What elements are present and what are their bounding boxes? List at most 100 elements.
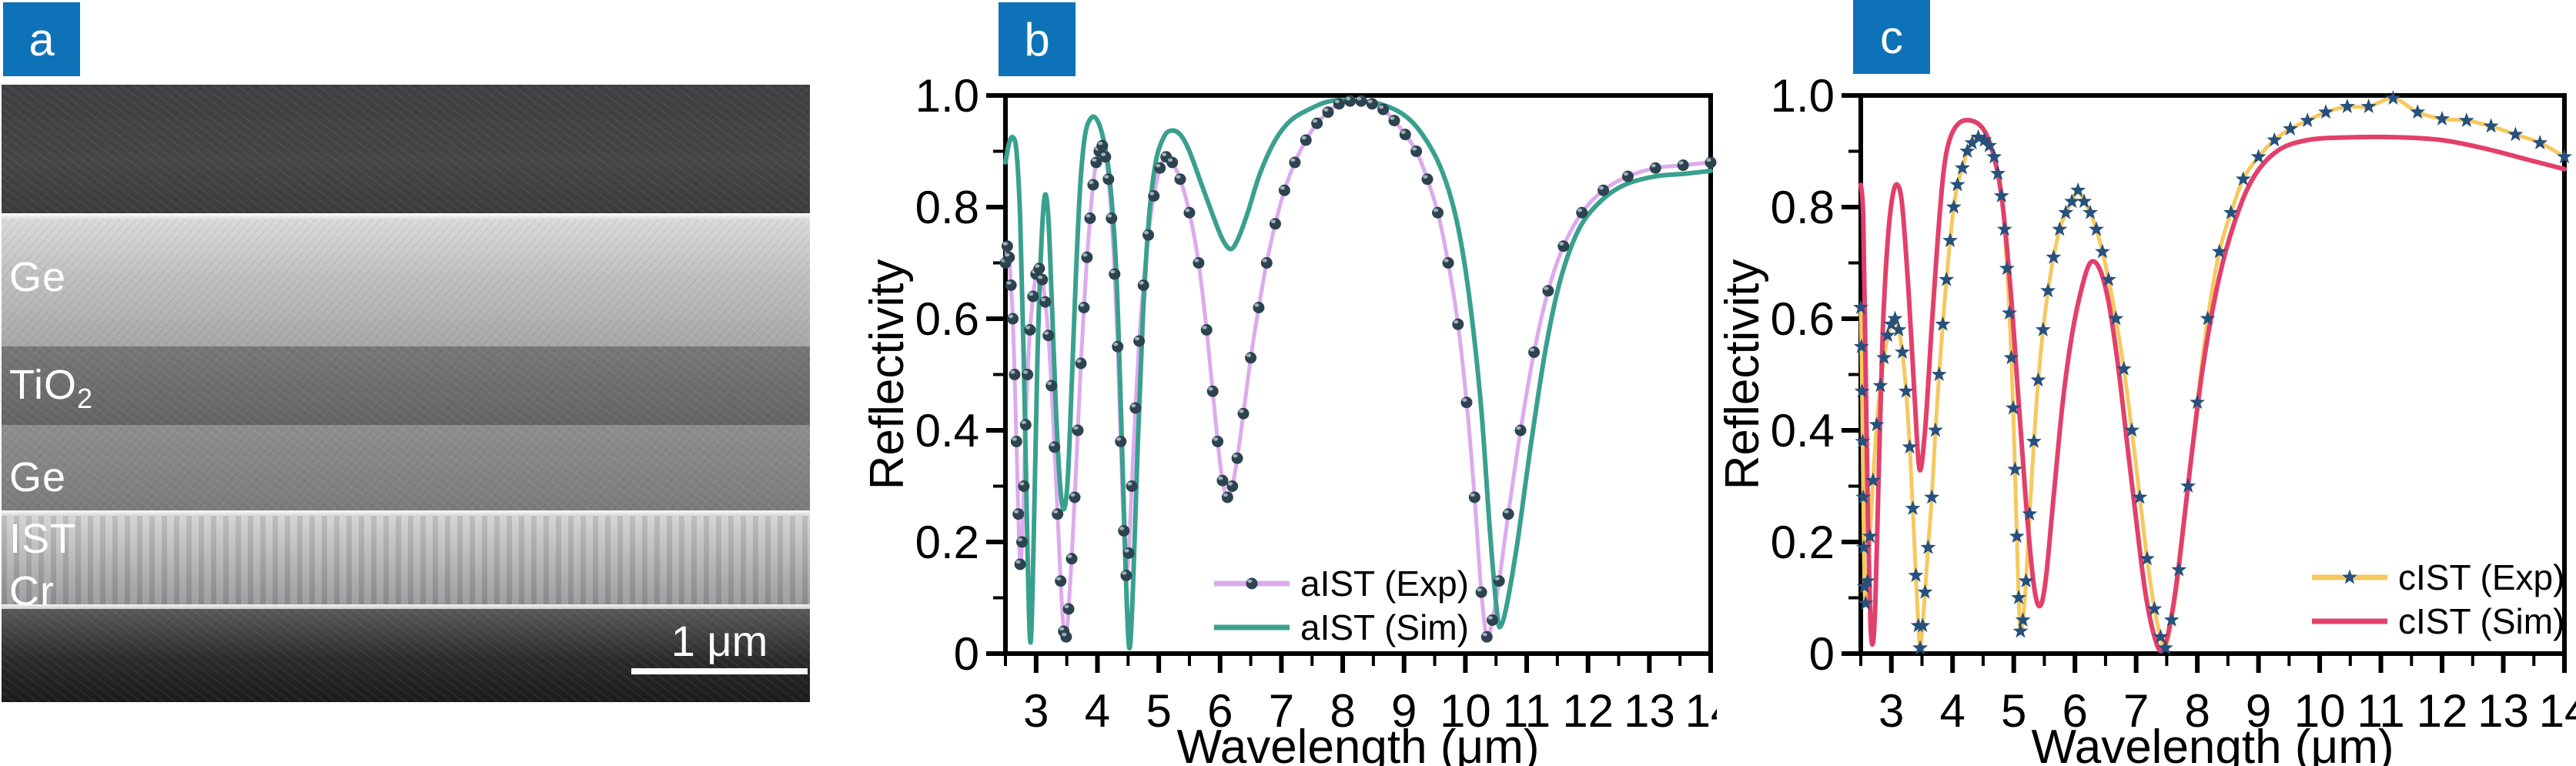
data-point-star — [2171, 561, 2187, 577]
y-tick-label: 0.2 — [1771, 517, 1835, 568]
x-tick-label: 9 — [2246, 685, 2271, 737]
data-point-star — [2190, 394, 2206, 410]
data-point-sphere — [1442, 257, 1454, 269]
data-point-star — [1887, 310, 1903, 326]
data-point-sphere — [1109, 268, 1121, 280]
y-tick-label: 0.4 — [1771, 405, 1835, 457]
data-point-sphere — [1399, 129, 1411, 141]
y-tick-label: 0.6 — [915, 293, 979, 345]
data-point-star — [2009, 528, 2025, 544]
data-point-star — [2163, 612, 2180, 627]
data-point-star — [1990, 166, 2006, 180]
data-point-star — [2012, 623, 2029, 638]
data-point-sphere — [1432, 206, 1444, 219]
data-point-sphere — [1260, 257, 1273, 269]
data-point-star — [2095, 243, 2110, 259]
x-tick-label: 5 — [2001, 685, 2026, 737]
data-point-sphere — [1452, 318, 1464, 330]
sem-cr-line — [2, 604, 810, 609]
data-point-star — [2083, 204, 2098, 219]
data-point-sphere — [1300, 134, 1312, 146]
x-tick-label: 4 — [1085, 685, 1110, 737]
data-point-sphere — [1557, 240, 1570, 253]
data-point-star — [2015, 612, 2031, 627]
data-point-star — [2070, 182, 2086, 197]
data-point-sphere — [1115, 436, 1127, 447]
data-point-star — [2026, 433, 2042, 448]
x-tick-label: 7 — [2123, 685, 2149, 737]
data-point-star — [2385, 90, 2401, 105]
data-point-star — [1891, 322, 1907, 336]
data-point-sphere — [1649, 162, 1661, 174]
data-point-sphere — [1226, 480, 1239, 492]
sem-layer-ist — [2, 516, 810, 604]
x-tick-label: 12 — [1562, 685, 1614, 737]
data-point-sphere — [1212, 436, 1224, 447]
data-point-sphere — [1122, 547, 1135, 559]
y-axis-title: Reflectivity — [1716, 259, 1769, 490]
data-point-star — [2153, 628, 2169, 644]
data-point-sphere — [1049, 441, 1061, 453]
data-point-sphere — [1253, 302, 1265, 313]
data-point-star — [1931, 366, 1947, 381]
data-point-sphere — [1148, 190, 1160, 202]
sem-layer-ge-bottom — [2, 425, 810, 510]
data-point-star — [1872, 377, 1889, 393]
panel-label-b: b — [999, 2, 1076, 76]
data-point-sphere — [1475, 586, 1487, 598]
data-point-sphere — [1112, 340, 1124, 353]
data-point-sphere — [1421, 173, 1434, 186]
data-point-star — [2507, 126, 2524, 142]
sem-layer-tio2 — [2, 346, 810, 425]
data-point-star — [2410, 104, 2426, 119]
data-point-star — [1976, 132, 1992, 147]
data-point-star — [1999, 260, 2015, 276]
series-markers-cist--exp- — [1853, 90, 2572, 655]
data-point-star — [2157, 640, 2173, 655]
sem-top-dark-region — [2, 85, 810, 213]
panel-b: b 3456789101112131400.20.40.60.81.0Wavel… — [816, 0, 1736, 766]
data-point-sphere — [1137, 279, 1149, 291]
data-point-sphere — [1016, 536, 1029, 548]
data-point-sphere — [1120, 570, 1132, 581]
data-point-sphere — [1514, 424, 1527, 437]
data-point-star — [2458, 112, 2474, 128]
data-point-sphere — [1216, 474, 1229, 487]
data-point-star — [2003, 350, 2019, 365]
legend-label: aIST (Sim) — [1300, 607, 1469, 647]
data-point-sphere — [1087, 179, 1099, 191]
data-point-sphere — [1677, 159, 1689, 172]
x-tick-label: 7 — [1269, 685, 1294, 737]
data-point-star — [2339, 99, 2355, 113]
data-point-sphere — [1027, 290, 1039, 303]
layer-label-ist: IST — [9, 516, 77, 562]
legend: cIST (Exp)cIST (Sim) — [2312, 557, 2564, 641]
data-point-sphere — [1133, 335, 1146, 347]
data-point-sphere — [1081, 251, 1093, 263]
data-point-sphere — [1705, 156, 1717, 169]
y-axis-title: Reflectivity — [861, 259, 914, 490]
data-point-sphere — [1019, 419, 1032, 431]
data-point-sphere — [1245, 352, 1257, 364]
data-point-sphere — [1388, 115, 1400, 127]
x-tick-label: 14 — [2539, 685, 2576, 737]
data-point-star — [2211, 243, 2227, 259]
data-point-sphere — [1078, 302, 1090, 313]
data-point-star — [2235, 171, 2251, 186]
x-tick-label: 13 — [2477, 685, 2529, 737]
data-point-sphere — [1012, 508, 1025, 520]
scale-bar — [631, 668, 808, 674]
reflectivity-chart-aist: 3456789101112131400.20.40.60.81.0Wavelen… — [816, 0, 1736, 766]
data-point-sphere — [1377, 103, 1390, 115]
data-point-sphere — [1154, 162, 1166, 174]
data-point-sphere — [1042, 329, 1055, 342]
data-point-sphere — [1410, 146, 1423, 157]
chart-svg-b: 3456789101112131400.20.40.60.81.0Wavelen… — [861, 70, 1736, 766]
data-point-star — [1895, 344, 1910, 359]
layer-label-tio2: TiO2 — [9, 362, 94, 414]
data-point-sphere — [1102, 173, 1115, 186]
layer-label-ge-bottom: Ge — [9, 454, 67, 500]
data-point-sphere — [1010, 436, 1022, 447]
data-point-sphere — [1039, 296, 1052, 308]
axis-ticks — [1842, 93, 2567, 673]
